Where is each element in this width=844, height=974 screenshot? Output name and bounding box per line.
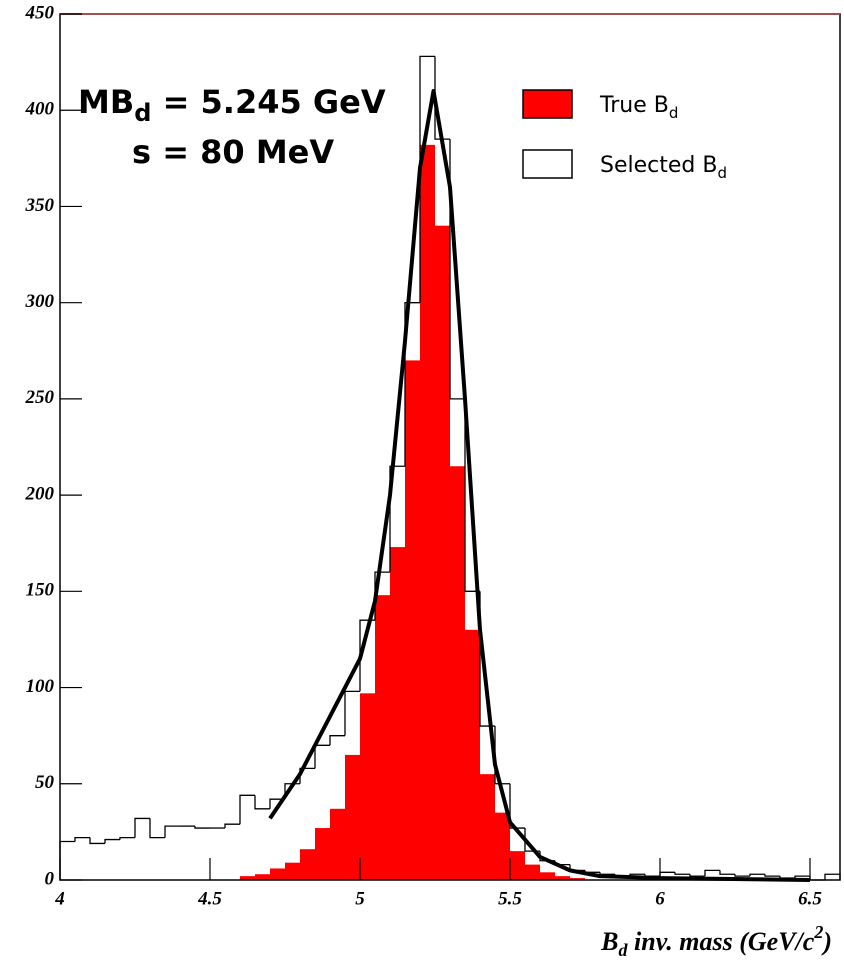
bar	[420, 144, 435, 880]
x-axis-title: Bd inv. mass (GeV/c2)	[600, 922, 832, 960]
bar	[480, 774, 495, 880]
legend-swatch	[522, 149, 573, 179]
histogram-step	[104, 838, 120, 844]
fit-curve	[268, 88, 811, 882]
y-tick-label: 250	[25, 387, 55, 408]
histogram-step	[299, 767, 315, 784]
histogram-step	[89, 837, 105, 845]
histogram-step	[464, 398, 480, 592]
histogram-step	[389, 465, 405, 573]
histogram-step	[509, 783, 525, 829]
bar	[525, 864, 540, 880]
x-tick-label: 5.5	[498, 888, 522, 909]
histogram-step	[674, 872, 690, 875]
bar	[465, 629, 480, 880]
histogram-step	[734, 874, 750, 877]
bar	[330, 808, 345, 880]
bar	[255, 874, 270, 880]
histogram-step	[824, 873, 841, 880]
bar	[240, 876, 255, 880]
y-tick-label: 100	[26, 676, 55, 697]
y-tick-label: 150	[26, 580, 55, 601]
histogram-step	[659, 871, 675, 877]
histogram-step	[419, 55, 435, 303]
histogram-step	[719, 870, 735, 875]
bar	[345, 754, 360, 880]
x-tick-label: 6.5	[798, 888, 822, 909]
legend-swatch	[522, 89, 573, 119]
histogram-step	[434, 56, 450, 140]
bar	[300, 849, 315, 880]
histogram-step	[329, 735, 345, 746]
x-tick-label: 5	[355, 888, 365, 909]
bar	[450, 466, 465, 880]
bar	[540, 872, 555, 880]
x-tick-label: 4.5	[197, 888, 222, 909]
histogram-step	[59, 840, 75, 880]
histogram-step	[314, 744, 330, 769]
y-tick-label: 200	[25, 483, 55, 504]
histogram-step	[74, 837, 90, 842]
bar	[390, 547, 405, 880]
histogram-step	[254, 795, 270, 810]
histogram-step	[689, 874, 705, 877]
bar	[375, 595, 390, 880]
bar	[570, 878, 585, 880]
histogram-step	[599, 872, 615, 875]
histogram-step	[494, 726, 510, 785]
bar	[555, 876, 570, 880]
y-tick-label: 300	[25, 291, 55, 312]
histogram-step	[269, 798, 285, 809]
y-tick-label: 400	[25, 99, 55, 120]
legend-label: True Bd	[599, 93, 678, 122]
annotation: MBd = 5.245 GeV	[78, 83, 386, 127]
histogram-step	[239, 794, 255, 825]
histogram-step	[134, 817, 150, 838]
y-tick-label: 50	[35, 772, 55, 793]
plot-area	[59, 55, 841, 882]
legend-label: Selected Bd	[600, 153, 727, 182]
bar	[435, 225, 450, 880]
y-tick-label: 0	[45, 868, 55, 889]
bar	[285, 862, 300, 880]
bar	[495, 812, 510, 880]
x-tick-label: 4	[54, 888, 65, 909]
histogram-step	[194, 826, 210, 829]
x-tick-label: 6	[655, 888, 665, 909]
histogram-step	[404, 302, 420, 467]
bar	[315, 828, 330, 880]
histogram-step	[164, 825, 180, 838]
bar	[270, 868, 285, 880]
bar	[510, 851, 525, 880]
histogram-step	[119, 837, 135, 840]
histogram-step	[704, 869, 720, 877]
histogram-step	[149, 818, 165, 839]
bar	[360, 693, 375, 880]
histogram-step	[749, 873, 765, 877]
histogram-step	[794, 875, 810, 879]
histogram-step	[344, 690, 360, 736]
histogram-step	[764, 874, 780, 877]
histogram-step	[224, 823, 240, 829]
y-tick-label: 350	[25, 195, 55, 216]
annotation: s = 80 MeV	[132, 133, 334, 171]
histogram-step	[449, 139, 465, 400]
y-tick-label: 450	[25, 2, 55, 23]
bar	[405, 360, 420, 880]
